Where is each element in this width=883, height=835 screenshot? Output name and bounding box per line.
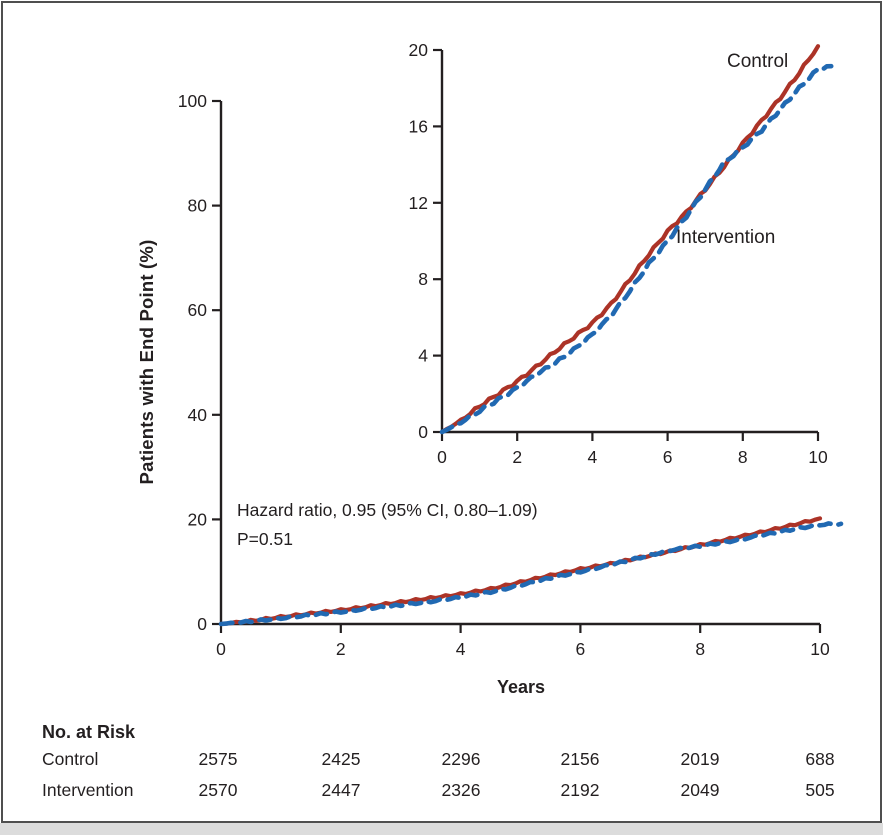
x-tick-label: 10 bbox=[810, 639, 830, 659]
x-tick-label: 6 bbox=[576, 639, 586, 659]
intervention-curve-inset-panel bbox=[439, 63, 834, 435]
y-tick-label: 0 bbox=[197, 614, 207, 634]
risk-value: 2049 bbox=[680, 780, 720, 800]
risk-table-title: No. at Risk bbox=[42, 722, 136, 742]
x-axis-title: Years bbox=[496, 677, 546, 697]
x-tick-label: 10 bbox=[808, 447, 828, 467]
risk-row-label: Intervention bbox=[42, 780, 134, 800]
risk-value: 2326 bbox=[441, 780, 481, 800]
y-tick-label: 60 bbox=[188, 300, 208, 320]
annotation-line-1: Hazard ratio, 0.95 (95% CI, 0.80–1.09) bbox=[237, 500, 538, 520]
inset-panel-axes: 0 4 8 12 16 20 0 2 4 6 8 10 bbox=[409, 40, 834, 467]
y-tick-label: 80 bbox=[188, 196, 208, 216]
risk-value: 2019 bbox=[680, 749, 720, 769]
control-curve-label: Control bbox=[727, 51, 789, 72]
y-tick-label: 0 bbox=[418, 422, 428, 442]
y-tick-label: 20 bbox=[409, 40, 429, 60]
y-tick-label: 16 bbox=[409, 116, 428, 136]
control-curve-inset-panel bbox=[439, 44, 821, 435]
y-tick-label: 100 bbox=[178, 91, 207, 111]
risk-value: 688 bbox=[805, 749, 835, 769]
hazard-ratio-annotation: Hazard ratio, 0.95 (95% CI, 0.80–1.09) P… bbox=[237, 496, 538, 554]
x-tick-label: 2 bbox=[336, 639, 346, 659]
intervention-curve-main-panel bbox=[218, 521, 844, 627]
risk-value: 2570 bbox=[198, 780, 238, 800]
page-edge-shadow bbox=[0, 823, 883, 835]
risk-value: 2447 bbox=[321, 780, 361, 800]
x-tick-label: 8 bbox=[738, 447, 748, 467]
y-tick-label: 40 bbox=[188, 405, 208, 425]
risk-value: 2296 bbox=[441, 749, 481, 769]
risk-value: 2425 bbox=[321, 749, 361, 769]
risk-row-label: Control bbox=[42, 749, 99, 769]
x-tick-label: 2 bbox=[512, 447, 522, 467]
intervention-curve-label: Intervention bbox=[676, 227, 776, 248]
x-tick-label: 8 bbox=[695, 639, 705, 659]
y-tick-label: 12 bbox=[409, 193, 428, 213]
risk-value: 2575 bbox=[198, 749, 238, 769]
risk-value: 505 bbox=[805, 780, 835, 800]
y-tick-label: 8 bbox=[418, 269, 428, 289]
x-tick-label: 0 bbox=[437, 447, 447, 467]
risk-value: 2156 bbox=[560, 749, 600, 769]
x-tick-label: 6 bbox=[663, 447, 673, 467]
x-tick-label: 4 bbox=[456, 639, 466, 659]
x-tick-label: 4 bbox=[588, 447, 598, 467]
risk-value: 2192 bbox=[560, 780, 600, 800]
y-tick-label: 20 bbox=[188, 509, 208, 529]
y-tick-label: 4 bbox=[418, 346, 428, 366]
annotation-line-2: P=0.51 bbox=[237, 529, 293, 549]
x-tick-label: 0 bbox=[216, 639, 226, 659]
y-axis-title: Patients with End Point (%) bbox=[136, 239, 157, 485]
